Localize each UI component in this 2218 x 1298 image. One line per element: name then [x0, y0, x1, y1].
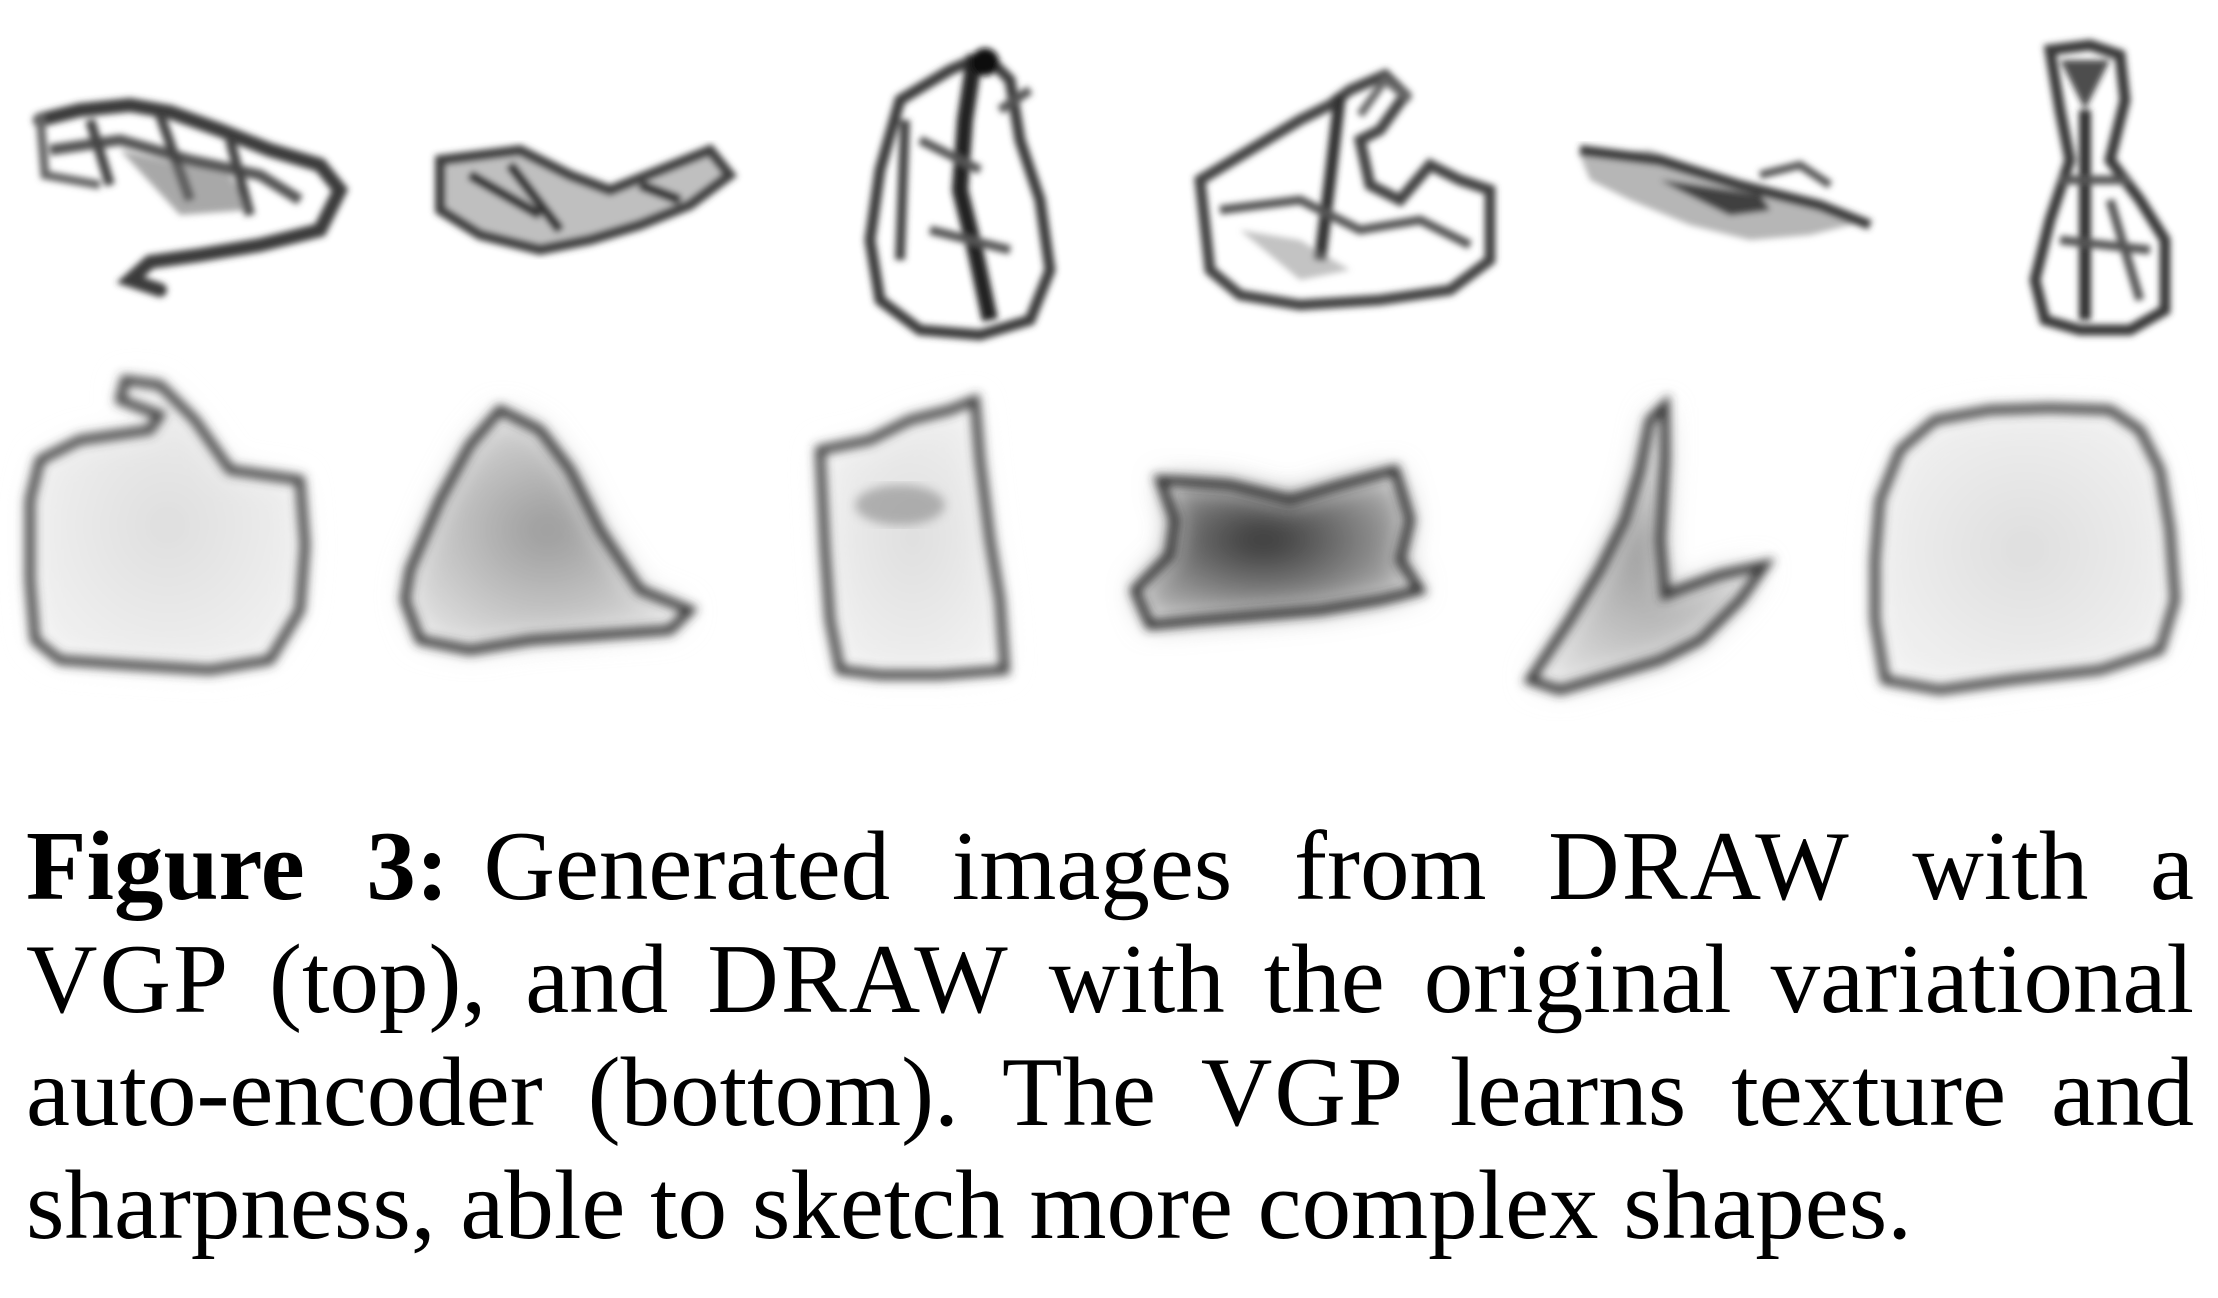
vgp-sample-5: [1579, 145, 1872, 240]
caption-vgp-term-1: VGP: [26, 925, 230, 1034]
vgp-sample-1: [33, 97, 349, 297]
vgp-sample-3: [864, 48, 1056, 341]
vae-sample-1: [25, 374, 310, 675]
caption-draw-term-1: DRAW: [1548, 812, 1851, 921]
caption-text-5: learns texture and sharpness, able to sk…: [26, 1038, 2194, 1260]
caption-text-2: with a: [1850, 812, 2194, 921]
samples-canvas: [25, 39, 2180, 695]
caption-draw-term-2: DRAW: [707, 925, 1010, 1034]
vae-sample-3: [815, 393, 1010, 680]
vgp-sample-2: [435, 143, 738, 256]
top-row-vgp-samples: [33, 39, 2171, 341]
caption-text-3: (top), and: [230, 925, 708, 1034]
generated-samples-grid: [25, 39, 2180, 695]
figure-caption: Figure 3: Generated images from DRAW with…: [26, 810, 2194, 1262]
caption-text-4: with the original variational auto-encod…: [26, 925, 2194, 1147]
caption-vgp-term-2: VGP: [1200, 1038, 1405, 1147]
vgp-sample-6: [2029, 39, 2171, 336]
vae-sample-6: [1870, 403, 2180, 695]
bottom-row-vae-samples: [25, 374, 2180, 695]
vgp-sample-4: [1194, 68, 1496, 311]
caption-text-1: Generated images from: [483, 812, 1549, 921]
vae-sample-2: [400, 404, 699, 655]
vae-sample-5: [1522, 394, 1776, 695]
figure-label: Figure 3:: [26, 812, 449, 921]
vae-sample-4: [1129, 464, 1428, 630]
